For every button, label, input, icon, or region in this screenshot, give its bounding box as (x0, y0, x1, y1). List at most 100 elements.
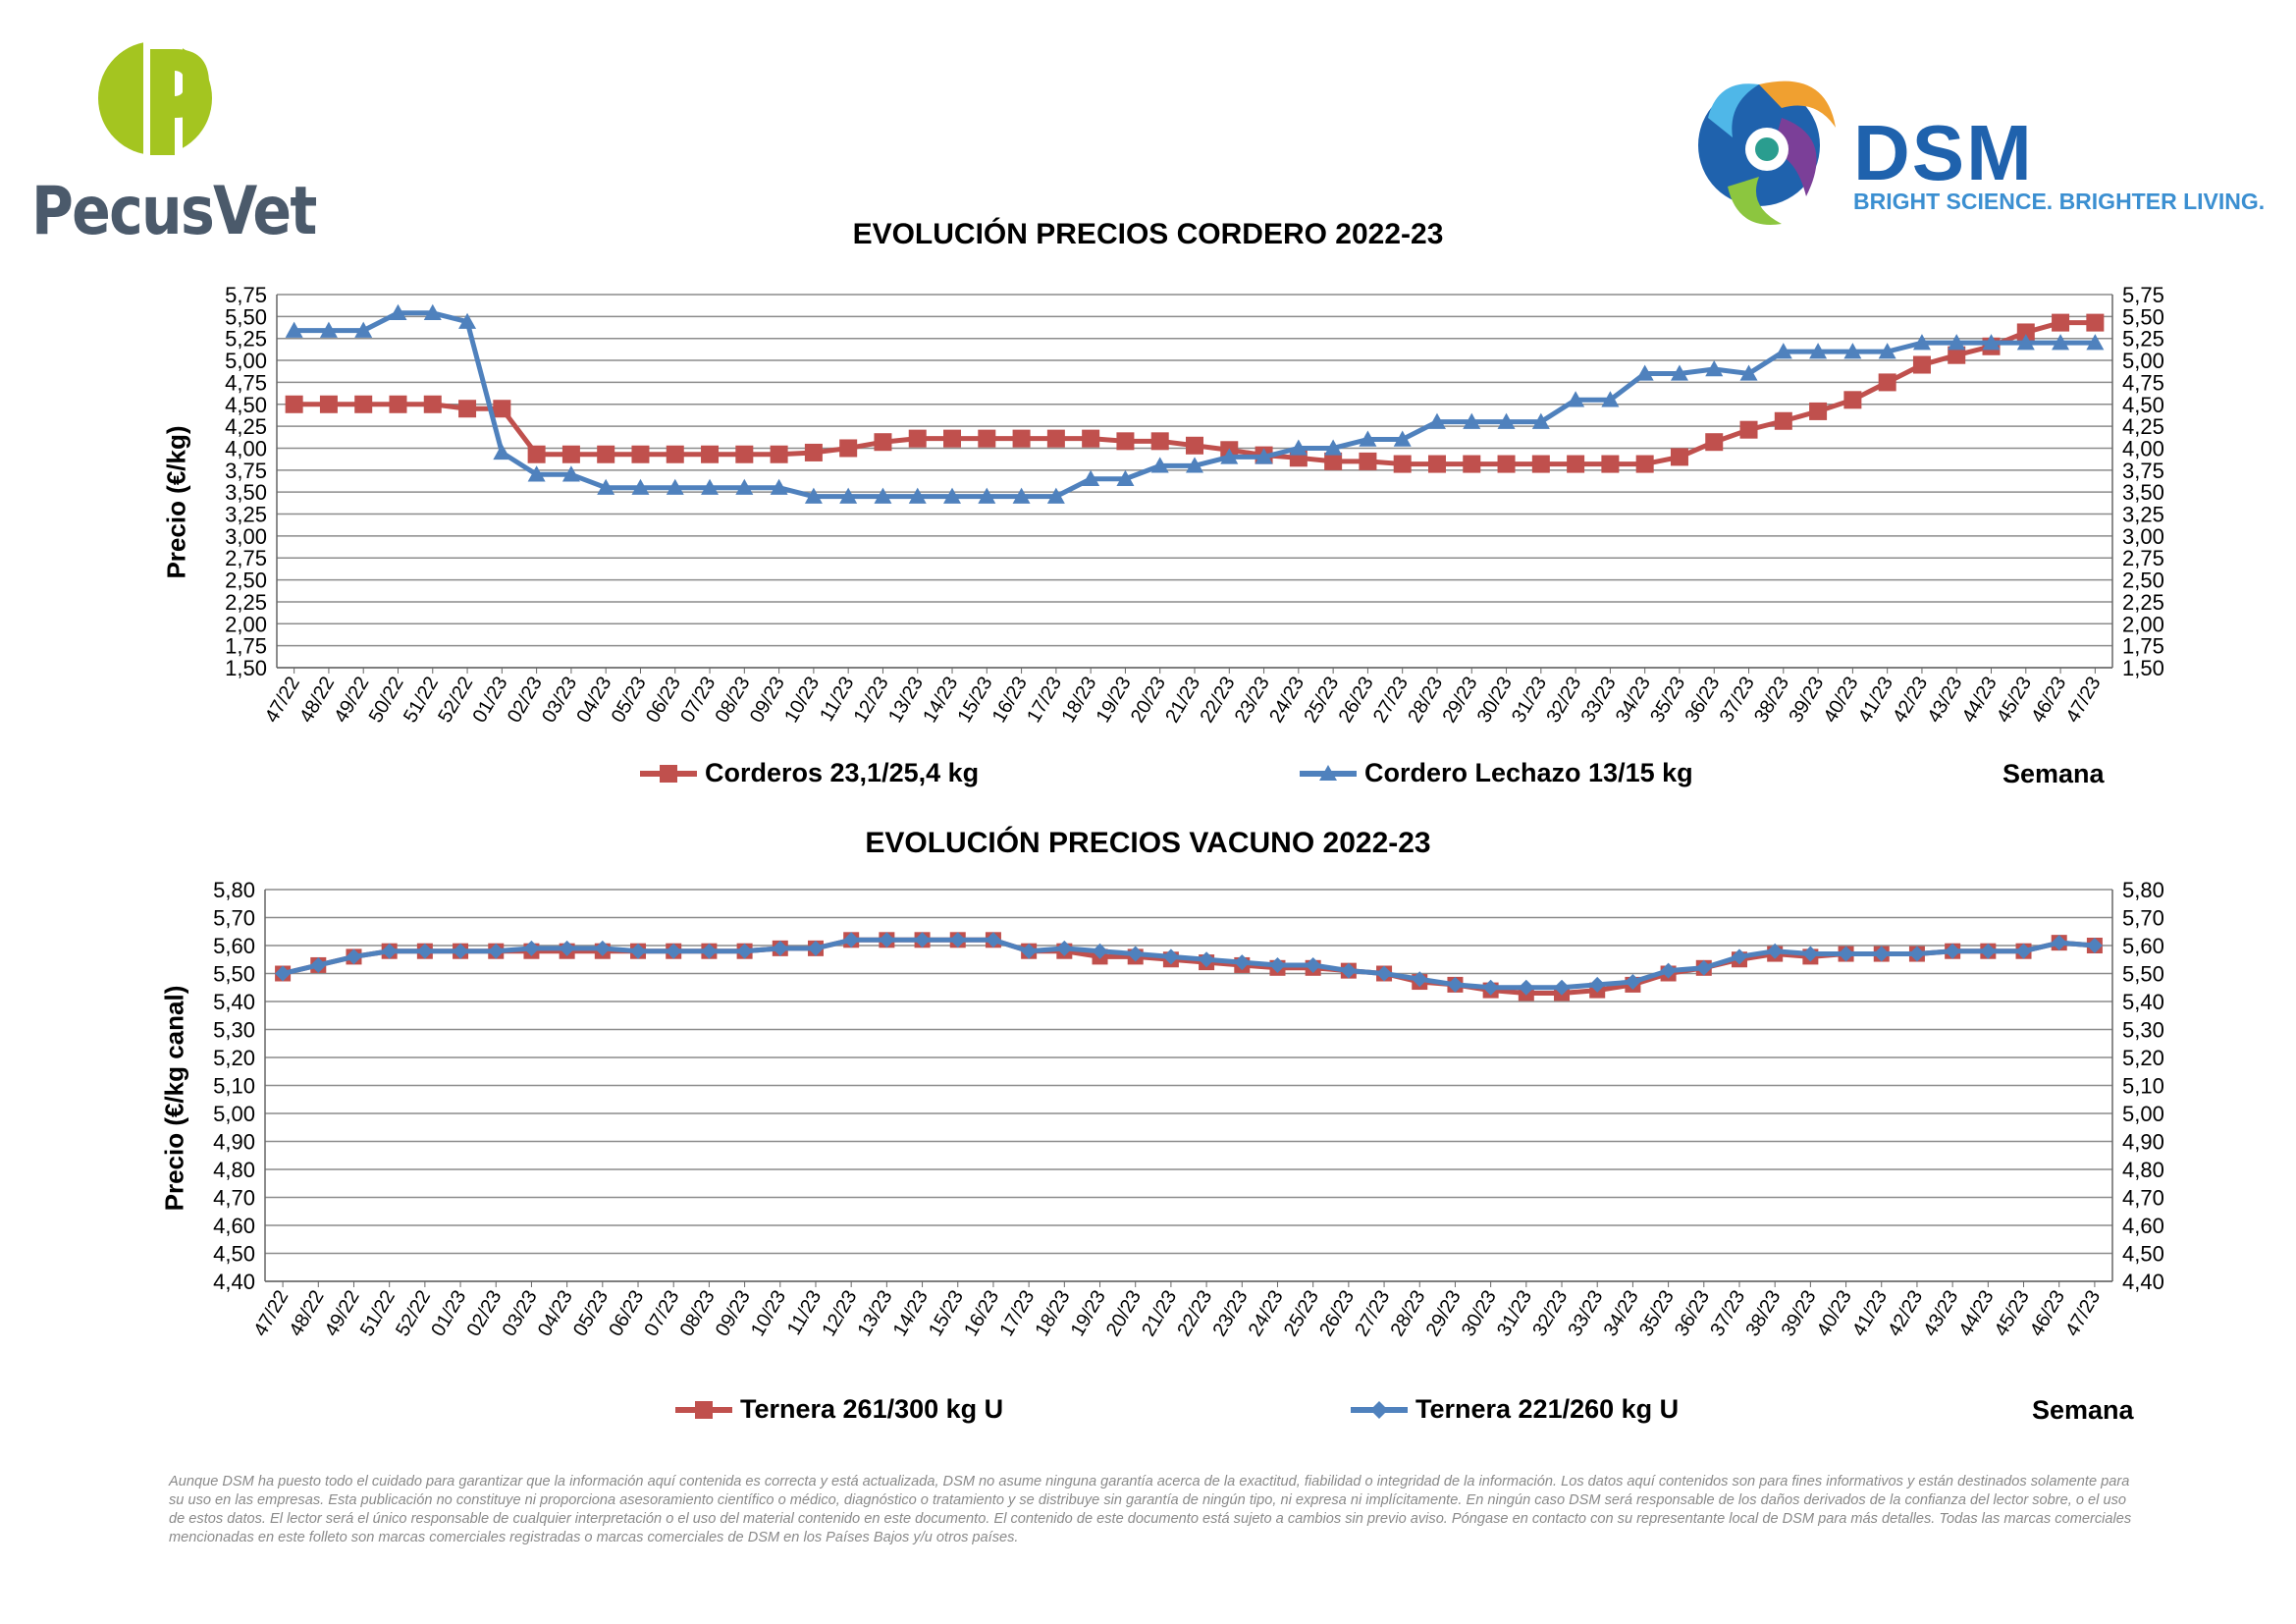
x-tick-label: 18/23 (1032, 1287, 1075, 1340)
data-point (1324, 452, 1343, 470)
data-point (389, 395, 407, 413)
data-point (527, 465, 546, 482)
y-tick-label-right: 1,75 (2122, 634, 2164, 659)
data-point (594, 940, 611, 956)
data-point (839, 487, 858, 504)
y-tick-label-left: 5,70 (213, 906, 255, 931)
data-point (319, 321, 338, 338)
data-point (1945, 943, 1961, 959)
x-tick-label: 24/23 (1245, 1287, 1288, 1340)
data-point (943, 429, 962, 448)
y-tick-label-right: 5,70 (2122, 906, 2164, 931)
legend-triangle-marker-icon (1300, 764, 1357, 781)
data-point (949, 932, 966, 948)
legend-item-corderos: Corderos 23,1/25,4 kg (638, 758, 979, 788)
data-point (701, 943, 718, 959)
data-point (1127, 946, 1144, 962)
y-tick-label-right: 5,50 (2122, 304, 2164, 329)
data-point (874, 487, 892, 504)
y-tick-label-left: 3,75 (225, 459, 267, 483)
data-point (804, 443, 823, 461)
y-tick-label-left: 4,50 (213, 1242, 255, 1267)
y-tick-label-right: 5,10 (2122, 1074, 2164, 1099)
data-point (423, 303, 442, 320)
data-point (1838, 946, 1854, 962)
data-point (1873, 946, 1890, 962)
data-point (453, 943, 469, 959)
dsm-tagline: BRIGHT SCIENCE. BRIGHTER LIVING. (1853, 189, 2266, 214)
y-tick-label-right: 5,40 (2122, 990, 2164, 1014)
x-tick-label: 39/23 (1778, 1287, 1821, 1340)
data-point (1427, 412, 1446, 429)
data-point (879, 932, 895, 948)
data-point (1695, 959, 1712, 976)
data-point (1046, 429, 1065, 448)
y-tick-label-left: 5,75 (225, 283, 267, 307)
data-point (1393, 430, 1412, 447)
data-point (1912, 334, 1931, 351)
y-tick-label-left: 4,25 (225, 414, 267, 439)
x-tick-label: 22/23 (1173, 1287, 1216, 1340)
data-point (523, 940, 540, 956)
data-point (561, 445, 580, 463)
data-point (1739, 364, 1758, 381)
y-tick-label-left: 4,90 (213, 1130, 255, 1155)
x-tick-label: 32/23 (1528, 1287, 1572, 1340)
data-point (1359, 430, 1377, 447)
y-tick-label-left: 5,00 (225, 349, 267, 373)
data-point (2086, 938, 2103, 953)
data-point (597, 445, 615, 463)
data-point (908, 487, 927, 504)
data-point (2015, 943, 2032, 959)
data-point (319, 395, 338, 413)
data-point (1340, 962, 1357, 979)
y-tick-label-right: 4,25 (2122, 414, 2164, 439)
data-point (1150, 457, 1169, 473)
data-point (631, 445, 650, 463)
data-point (458, 400, 477, 418)
data-point (493, 443, 511, 460)
data-point (1843, 343, 1862, 359)
y-tick-label-left: 3,00 (225, 524, 267, 549)
y-tick-label-left: 4,80 (213, 1158, 255, 1182)
xaxis-title-vacuno: Semana (2032, 1395, 2134, 1425)
data-point (1982, 334, 2001, 351)
data-point (772, 940, 788, 956)
legend-label-ternera-261: Ternera 261/300 kg U (740, 1394, 1004, 1424)
y-tick-label-left: 5,10 (213, 1074, 255, 1099)
data-point (1220, 448, 1239, 464)
data-point (1802, 946, 1819, 962)
data-point (1289, 439, 1308, 456)
data-point (1554, 979, 1571, 996)
x-tick-label: 20/23 (1102, 1287, 1146, 1340)
data-point (1531, 412, 1550, 429)
data-point (493, 400, 511, 418)
y-tick-label-right: 4,70 (2122, 1186, 2164, 1211)
data-point (488, 943, 505, 959)
x-tick-label: 16/23 (960, 1287, 1003, 1340)
data-point (2086, 334, 2105, 351)
data-point (1162, 948, 1179, 965)
y-tick-label-right: 4,50 (2122, 393, 2164, 417)
data-point (1116, 432, 1135, 451)
data-point (1482, 979, 1499, 996)
y-tick-label-right: 1,50 (2122, 656, 2164, 680)
data-point (1255, 448, 1273, 464)
x-tick-label: 19/23 (1067, 1287, 1110, 1340)
data-point (2052, 334, 2070, 351)
x-tick-label: 17/23 (995, 1287, 1039, 1340)
data-point (1705, 433, 1724, 452)
data-point (527, 445, 546, 463)
data-point (735, 478, 754, 495)
x-tick-label: 02/23 (462, 1287, 506, 1340)
y-tick-label-right: 4,90 (2122, 1130, 2164, 1155)
y-tick-label-left: 5,20 (213, 1046, 255, 1070)
data-point (1518, 979, 1534, 996)
y-tick-label-left: 2,25 (225, 590, 267, 615)
x-tick-label: 36/23 (1671, 1287, 1714, 1340)
x-tick-label: 06/23 (605, 1287, 648, 1340)
y-tick-label-right: 5,00 (2122, 349, 2164, 373)
data-point (1670, 364, 1688, 381)
legend-label-lechazo: Cordero Lechazo 13/15 kg (1364, 758, 1693, 787)
data-point (943, 487, 962, 504)
